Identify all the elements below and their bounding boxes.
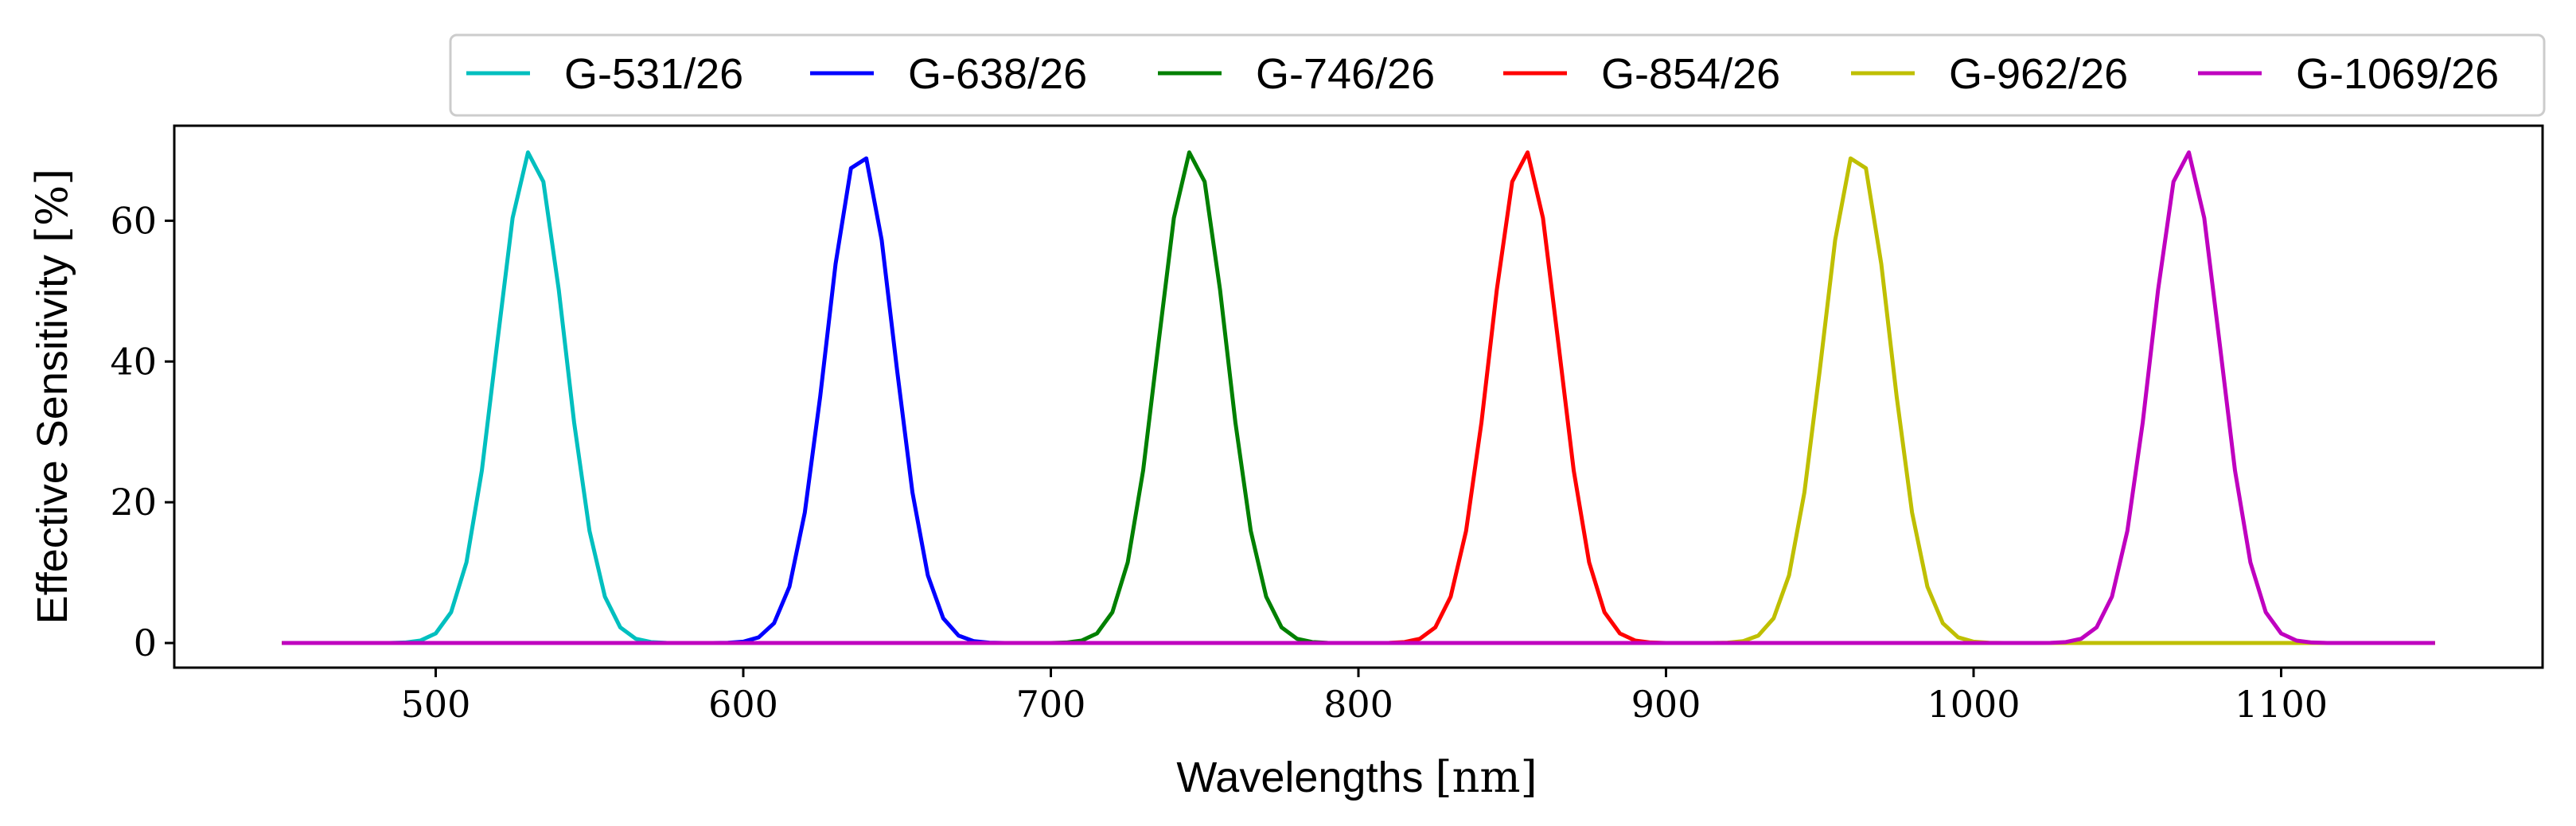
legend-items: G-531/26 G-638/26 G-746/26 G-854/26 G-962/26… [466,50,2499,98]
series-line-G-854/26 [282,150,2435,645]
plot-area-frame [173,124,2544,669]
legend-label-G-746/26: G-746/26 [1256,50,1435,98]
x-tick-label: 1100 [2235,683,2328,726]
series-line-G-531/26 [282,150,2435,645]
y-tick-label: 60 [110,199,157,242]
y-axis-label-text: Effective Sensitivity [29,255,76,624]
x-axis-label-unit: [nm] [1436,752,1537,802]
legend-label-G-638/26: G-638/26 [908,50,1087,98]
legend-label-G-962/26: G-962/26 [1949,50,2128,98]
series-line-G-1069/26 [282,150,2435,645]
x-tick-label: 900 [1631,683,1701,726]
y-axis-ticks: 0 20 40 60 [110,199,174,664]
y-axis-label-unit: [%] [27,169,77,243]
series-layer [282,150,2435,645]
x-tick-label: 500 [401,683,471,726]
x-axis-label-text: Wavelengths [1176,754,1423,801]
x-tick-label: 600 [708,683,778,726]
series-line-G-638/26 [282,156,2435,645]
y-tick-label: 0 [134,621,157,664]
series-line-G-962/26 [282,156,2435,645]
legend-label-G-1069/26: G-1069/26 [2296,50,2499,98]
y-tick-label: 20 [110,481,157,524]
x-tick-label: 800 [1323,683,1393,726]
series-line-G-746/26 [282,150,2435,645]
x-axis-label: Wavelengths [nm] [1176,752,1537,802]
legend: G-531/26 G-638/26 G-746/26 G-854/26 G-962/26… [449,33,2546,117]
x-tick-label: 700 [1016,683,1086,726]
legend-label-G-854/26: G-854/26 [1601,50,1780,98]
x-tick-label: 1000 [1927,683,2020,726]
legend-label-G-531/26: G-531/26 [564,50,743,98]
y-axis-label: Effective Sensitivity [%] [27,169,77,625]
legend-frame [449,33,2546,117]
y-tick-label: 40 [110,340,157,383]
x-axis-ticks: 500 600 700 800 900 1000 1100 [401,668,2328,726]
